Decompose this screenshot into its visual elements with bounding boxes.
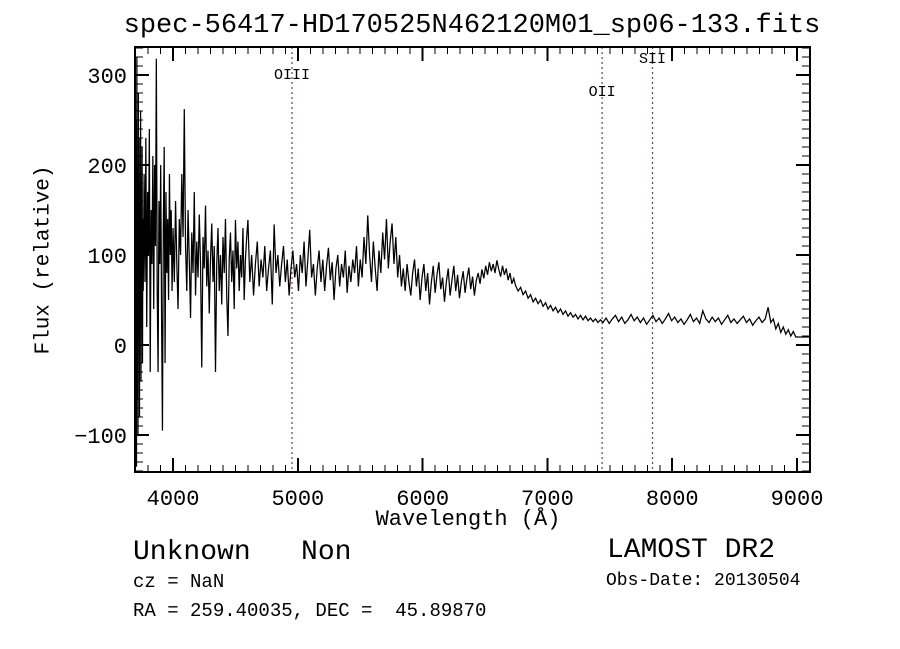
y-tick-label: 0 xyxy=(114,335,127,360)
x-tick-label: 5000 xyxy=(271,487,324,512)
spectrum-trace xyxy=(134,56,810,467)
x-tick-label: 6000 xyxy=(396,487,449,512)
cz-annotation: cz = NaN xyxy=(133,571,225,593)
oii-marker-label: OII xyxy=(589,84,616,101)
oiii-marker-label: OIII xyxy=(274,67,310,84)
ra-dec-annotation: RA = 259.40035, DEC = 45.89870 xyxy=(133,600,487,622)
plot-title: spec-56417-HD170525N462120M01_sp06-133.f… xyxy=(123,11,821,41)
sii-marker-label: SII xyxy=(639,51,666,68)
y-tick-label: 200 xyxy=(87,155,127,180)
x-tick-label: 7000 xyxy=(521,487,574,512)
line-marker-group xyxy=(291,47,654,472)
x-tick-label: 8000 xyxy=(646,487,699,512)
y-tick-label: −100 xyxy=(74,425,127,450)
survey-annotation: LAMOST DR2 xyxy=(607,535,776,566)
y-tick-label: 100 xyxy=(87,245,127,270)
obs-date-annotation: Obs-Date: 20130504 xyxy=(606,571,801,591)
x-tick-label: 9000 xyxy=(771,487,824,512)
y-tick-label: 300 xyxy=(87,65,127,90)
x-axis-label: Wavelength (Å) xyxy=(375,507,561,532)
y-axis-label: Flux (relative) xyxy=(32,165,56,355)
tick-label-group: 4000 5000 6000 7000 8000 9000 −100 0 100 200 300 xyxy=(74,65,823,512)
class-annotation: Unknown Non xyxy=(133,537,352,568)
x-tick-label: 4000 xyxy=(147,487,200,512)
